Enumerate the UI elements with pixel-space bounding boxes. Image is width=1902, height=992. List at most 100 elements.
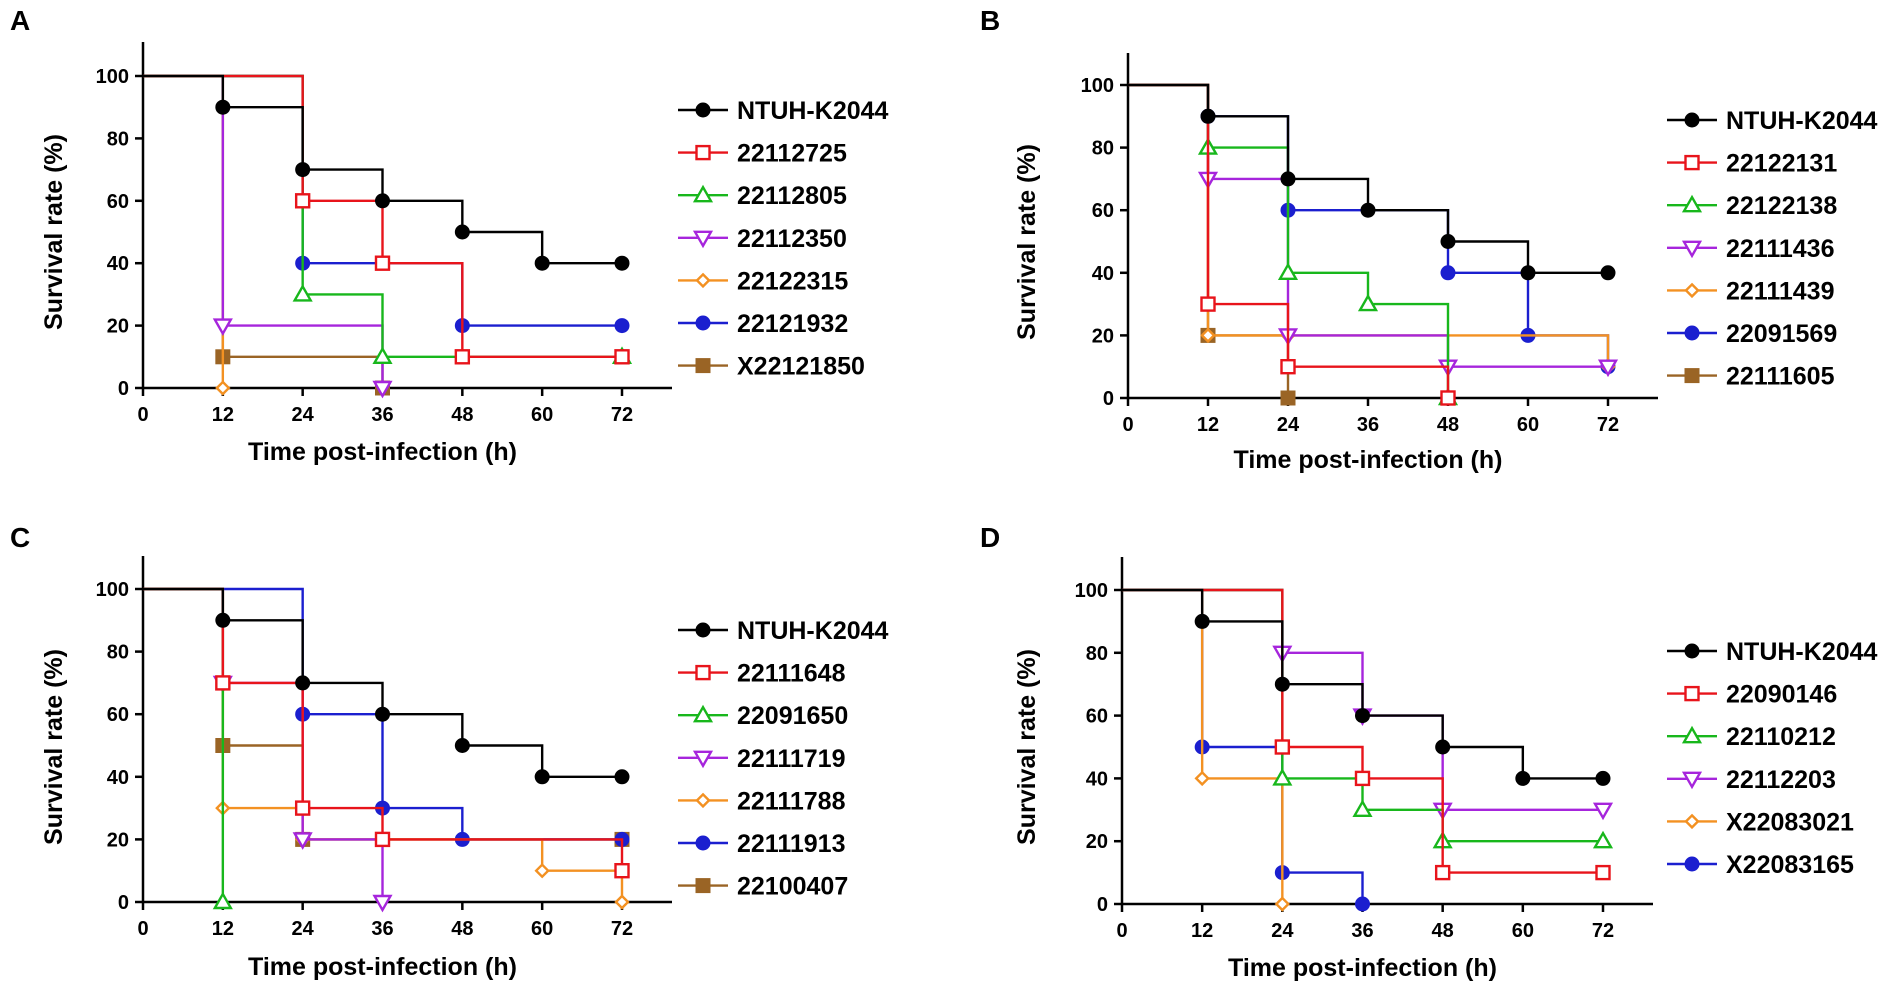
legend-entry: 22122138 [1667,192,1837,220]
data-point [292,283,313,302]
data-point [372,894,393,913]
data-point [454,224,470,240]
legend-marker [1681,194,1703,213]
legend-label: X22083021 [1726,808,1854,836]
legend-entry: X22083021 [1667,808,1854,836]
panel-b-x-tick-label: 24 [1277,414,1300,436]
legend-entry: 22111648 [678,660,846,688]
data-point [295,162,311,178]
legend-label: X22121850 [737,353,865,381]
data-point [1200,327,1216,344]
legend-entry: 22111436 [1667,235,1834,263]
panel-b-x-tick-label: 72 [1597,414,1619,436]
data-point [372,346,393,364]
data-point [1597,359,1619,378]
legend-label: 22112805 [737,182,847,210]
panel-a-x-tick-label: 36 [371,404,393,426]
panel-d-y-tick-label: 0 [1097,894,1108,916]
data-point [1200,296,1216,312]
panel-d-y-tick-label: 20 [1086,831,1108,853]
data-point [1440,234,1456,249]
panel-b-x-tick-label: 48 [1437,414,1459,436]
legend-label: NTUH-K2044 [1726,107,1878,135]
data-point [294,193,311,209]
legend-marker [1684,856,1700,872]
legend-label: NTUH-K2044 [1726,638,1878,666]
panel-a-y-axis-title: Survival rate (%) [40,134,68,330]
panel-d-x-axis-title: Time post-infection (h) [1228,954,1497,982]
data-point [1280,171,1296,187]
data-point [1280,359,1296,375]
panel-a-y-tick-label: 0 [118,378,129,400]
panel-c-x-tick-label: 36 [371,918,393,940]
panel-d-letter: D [980,522,1000,553]
legend-label: 22091650 [737,702,848,730]
panel-c-x-tick-label: 60 [531,918,553,940]
legend-entry: 22091650 [678,702,848,730]
panel-c-y-tick-label: 60 [107,704,129,726]
legend-marker [1681,240,1703,259]
panel-d-y-tick-label: 80 [1086,643,1108,665]
legend-entry: 22111439 [1667,277,1834,305]
legend-entry: 22111913 [678,830,845,858]
legend-marker [692,750,714,769]
legend-label: 22090146 [1726,681,1837,709]
data-point [375,193,390,209]
data-point [534,769,550,785]
panel-b-y-tick-label: 80 [1092,138,1114,160]
legend-entry: 22112203 [1667,766,1836,794]
legend-label: NTUH-K2044 [737,617,889,645]
legend-entry: 22122315 [678,267,848,295]
data-point [1595,864,1611,881]
panel-b: B 0 20 40 60 80 100 0 12 24 36 48 60 72 Time post-infe… [980,5,1878,474]
panel-b-x-tick-label: 0 [1122,414,1133,436]
panel-c-y-tick-label: 20 [107,829,129,851]
legend-marker [1684,368,1700,384]
legend-label: 22112725 [737,140,847,168]
legend-entry: NTUH-K2044 [1667,107,1878,135]
legend-label: 22111788 [737,787,846,815]
legend-marker [1684,813,1700,830]
legend-marker [695,792,711,809]
data-point [374,831,391,848]
legend-label: 22111913 [737,830,845,858]
data-point [1274,739,1291,755]
panel-c-letter: C [10,522,30,553]
data-point [215,675,231,691]
legend-entry: NTUH-K2044 [678,97,889,125]
legend-entry: 22100407 [678,873,848,901]
panel-d-x-tick-label: 36 [1351,920,1373,942]
legend-label: 22122131 [1726,150,1837,178]
panel-c-series-NTUH-K2044 [143,587,630,785]
legend-marker [1681,725,1703,744]
data-point [215,380,231,396]
panel-a-x-tick-label: 72 [611,404,633,426]
legend-entry: 22112805 [678,182,847,210]
panel-a-y-tick-label: 20 [107,316,129,338]
data-point [372,380,393,399]
data-point [1592,830,1614,849]
panel-a-y-tick-label: 40 [107,253,129,275]
panel-d-y-tick-label: 60 [1086,706,1108,728]
data-point [375,706,390,722]
legend-entry: 22112350 [678,225,847,253]
data-point [1194,770,1210,787]
data-point [292,832,313,850]
panel-d-x-tick-label: 12 [1191,920,1213,942]
data-point [1434,864,1451,881]
panel-c-y-axis-title: Survival rate (%) [40,649,68,845]
data-point [1272,767,1293,786]
legend-entry: 22110212 [1667,723,1836,751]
panel-d-y-tick-label: 40 [1086,768,1108,790]
data-point [1280,390,1296,406]
legend-marker [1681,771,1703,790]
legend-label: 22112350 [737,225,847,253]
panel-c-y-tick-label: 80 [107,642,129,664]
legend-label: 22112203 [1726,766,1836,794]
legend-marker [692,230,714,249]
data-point [212,891,233,910]
legend-entry: 22111788 [678,787,846,815]
panel-c-x-tick-label: 24 [292,918,315,940]
data-point [1277,262,1299,280]
